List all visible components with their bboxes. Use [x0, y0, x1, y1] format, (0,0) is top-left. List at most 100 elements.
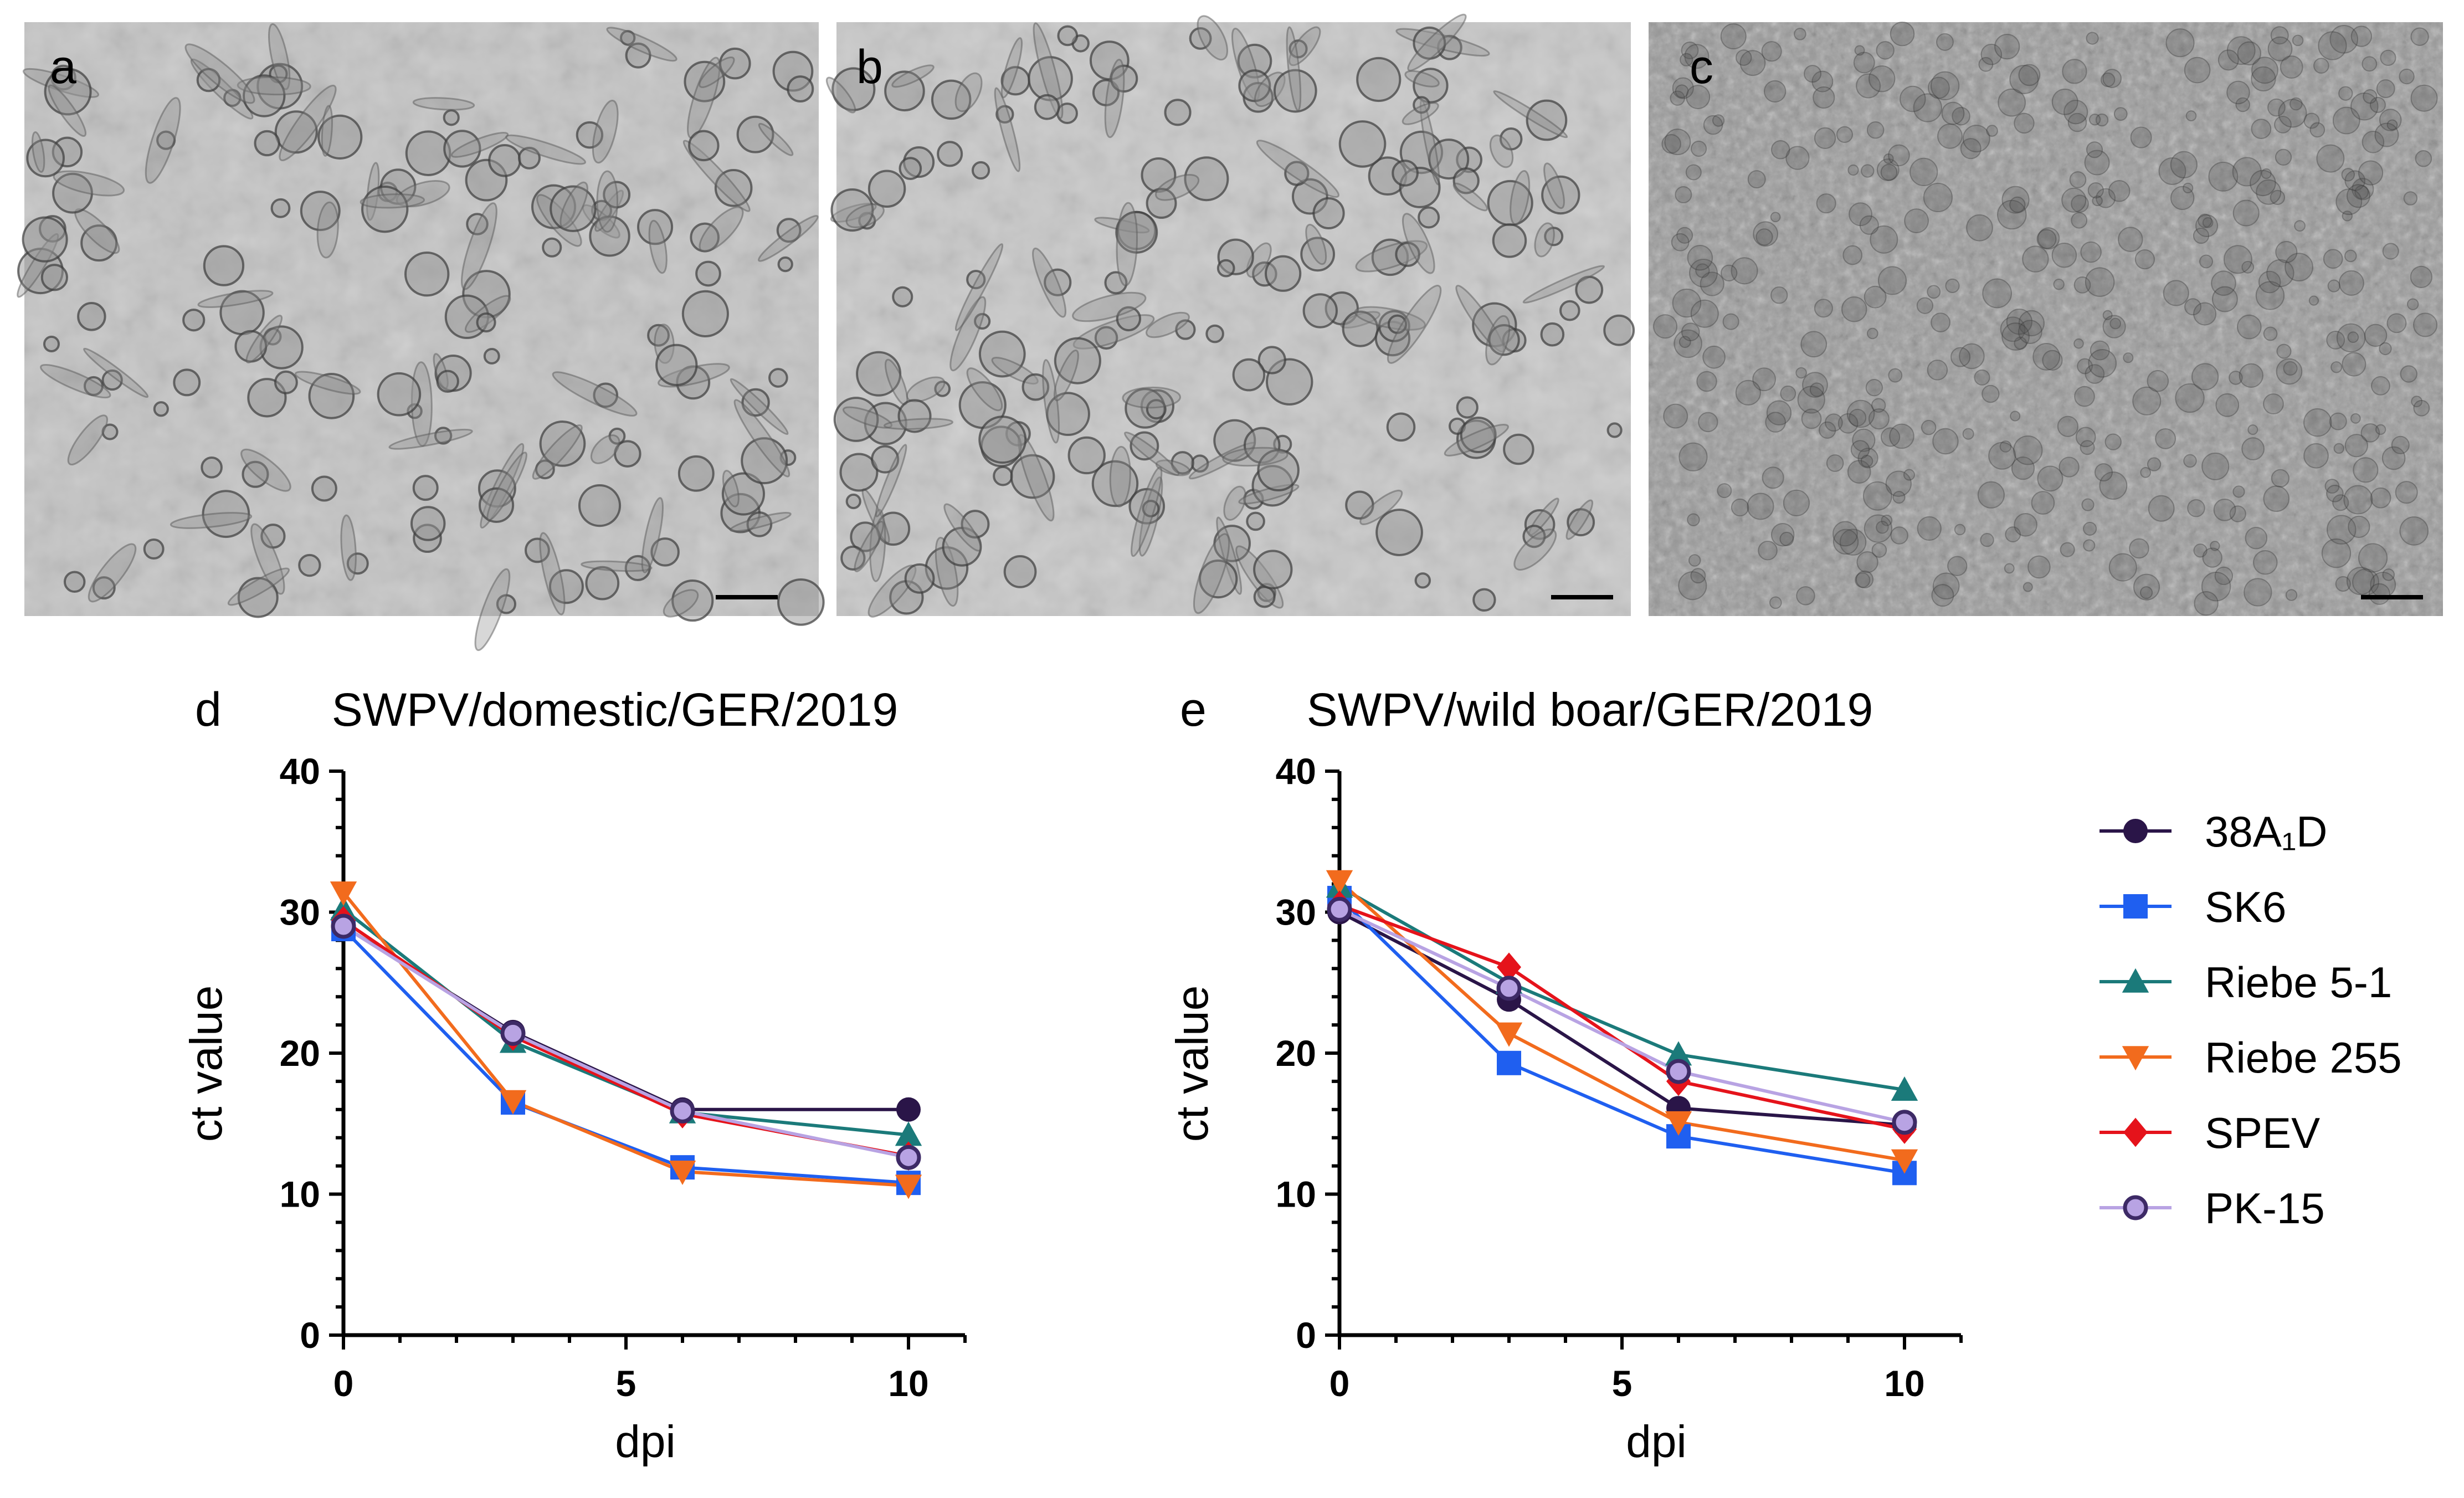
- data-point: [499, 1090, 527, 1115]
- cell-process: [505, 134, 587, 165]
- cell-blob: [2369, 96, 2386, 113]
- cell-blob: [1936, 33, 1954, 51]
- data-point: [1497, 952, 1521, 982]
- cell-blob: [2245, 526, 2268, 550]
- cell-blob: [897, 399, 932, 433]
- cell-blob: [525, 537, 550, 563]
- cell-blob: [1735, 379, 1761, 406]
- cell-blob: [2071, 212, 2088, 229]
- legend-item: Riebe 5-1: [2099, 958, 2392, 1007]
- cell-blob: [2263, 393, 2284, 415]
- cell-blob: [2108, 553, 2137, 582]
- cell-blob: [681, 290, 729, 337]
- cell-blob: [1850, 440, 1870, 459]
- cell-blob: [1091, 460, 1139, 507]
- cell-process: [197, 290, 274, 309]
- cell-blob: [1864, 285, 1887, 309]
- cell-blob: [2412, 312, 2438, 337]
- cell-blob: [2001, 322, 2030, 351]
- panel-letter-e: e: [1180, 683, 1207, 736]
- cell-blob: [671, 579, 714, 622]
- cell-process: [250, 523, 285, 595]
- cell-blob: [2321, 538, 2352, 568]
- cell-blob: [1312, 197, 1345, 230]
- cell-blob: [2074, 386, 2095, 407]
- cell-blob: [1801, 408, 1822, 429]
- cell-blob: [2241, 437, 2265, 460]
- cell-blob: [2274, 115, 2292, 134]
- cell-blob: [937, 141, 963, 167]
- cell-blob: [1456, 396, 1479, 419]
- cell-blob: [2400, 365, 2417, 383]
- cell-blob: [2375, 424, 2386, 435]
- cell-blob: [2232, 157, 2262, 187]
- cell-blob: [2061, 187, 2087, 213]
- cell-blob: [2075, 427, 2096, 448]
- cell-blob: [1067, 436, 1106, 475]
- cell-blob: [44, 68, 92, 116]
- cell-blob: [831, 67, 876, 111]
- series-line-spev: [1338, 903, 1905, 1131]
- cell-blob: [2195, 214, 2219, 238]
- cell-process: [170, 512, 253, 529]
- cell-blob: [1342, 310, 1379, 347]
- x-tick-label: 5: [616, 1363, 636, 1404]
- cell-process: [48, 84, 87, 137]
- cell-process: [559, 181, 588, 229]
- cell-blob: [1770, 212, 1781, 223]
- cell-blob: [867, 170, 906, 208]
- cell-blob: [2102, 69, 2122, 88]
- cell-process: [581, 560, 653, 572]
- cell-blob: [2099, 471, 2128, 500]
- data-point: [1666, 1059, 1691, 1084]
- cell-blob: [2123, 352, 2134, 363]
- cell-blob: [650, 537, 680, 567]
- chart-title: SWPV/wild boar/GER/2019: [1307, 684, 1873, 736]
- cell-blob: [1849, 202, 1872, 227]
- cell-blob: [1846, 399, 1875, 428]
- legend-label: Riebe 5-1: [2205, 958, 2392, 1007]
- cell-blob: [993, 465, 1013, 486]
- cell-blob: [1676, 227, 1693, 244]
- cell-process: [1305, 224, 1327, 265]
- cell-blob: [1503, 433, 1534, 465]
- cell-blob: [243, 74, 286, 117]
- cell-blob: [2085, 364, 2105, 384]
- cell-blob: [2327, 279, 2340, 293]
- cell-blob: [2163, 280, 2189, 306]
- cell-blob: [1034, 94, 1060, 120]
- cell-blob: [2362, 56, 2378, 72]
- cell-blob: [1664, 129, 1691, 156]
- cell-blob: [2395, 481, 2418, 504]
- cell-blob: [1847, 460, 1871, 484]
- cell-process: [532, 424, 583, 480]
- cell-blob: [2348, 515, 2370, 538]
- series-line-riebe-5-1: [342, 908, 909, 1137]
- cell-blob: [2037, 465, 2063, 492]
- cell-blob: [2032, 343, 2061, 371]
- cell-blob: [2077, 358, 2093, 374]
- cell-process: [1452, 182, 1488, 212]
- cell-blob: [1678, 571, 1707, 601]
- cell-blob: [2368, 583, 2390, 605]
- cell-process: [1543, 162, 1565, 209]
- cell-blob: [2350, 92, 2379, 121]
- cell-blob: [2275, 148, 2292, 166]
- cell-blob: [436, 370, 459, 393]
- cell-blob: [539, 420, 586, 467]
- cell-blob: [2165, 28, 2195, 58]
- x-tick-label: 10: [1884, 1363, 1924, 1404]
- cell-blob: [1257, 449, 1300, 492]
- legend-marker: [2123, 1117, 2148, 1147]
- cell-blob: [1712, 114, 1725, 127]
- cell-blob: [2211, 286, 2238, 312]
- legend-item: SPEV: [2099, 1109, 2320, 1157]
- cell-blob: [2261, 168, 2272, 179]
- cell-blob: [2363, 89, 2378, 104]
- cell-blob: [2147, 457, 2162, 471]
- cell-blob: [311, 475, 337, 502]
- cell-blob: [1663, 403, 1688, 429]
- cell-blob: [2184, 57, 2211, 84]
- cell-blob: [2342, 211, 2353, 222]
- cell-blob: [2202, 547, 2222, 568]
